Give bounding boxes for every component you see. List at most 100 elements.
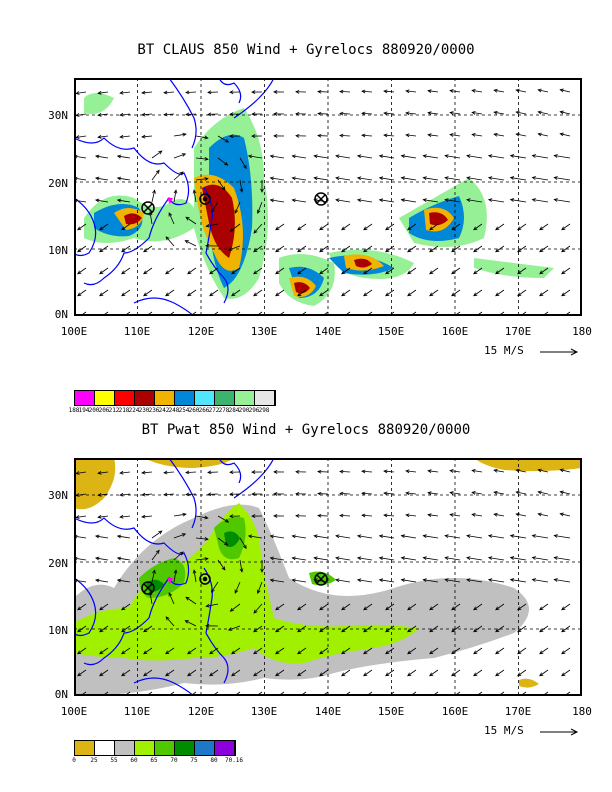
wind-vector [444, 534, 461, 539]
panel1-lat-label: 0N [54, 308, 68, 321]
wind-vector [205, 623, 219, 628]
wind-vector [451, 267, 461, 275]
panel2-map [74, 458, 582, 696]
wind-vector [97, 91, 109, 95]
wind-vector [94, 534, 109, 539]
wind-vector [400, 198, 417, 203]
wind-vector [295, 133, 307, 138]
wind-vector [210, 691, 219, 696]
wind-vector [77, 647, 87, 655]
wind-vector [297, 289, 307, 297]
wind-vector [515, 132, 527, 137]
legend-label: 242 [158, 407, 170, 414]
legend-swatch [115, 741, 135, 755]
wind-vector [493, 512, 505, 517]
wind-vector [427, 469, 439, 473]
wind-vector [471, 132, 483, 137]
wind-vector [260, 559, 264, 573]
wind-vector [275, 669, 285, 677]
wind-vector [487, 176, 505, 181]
wind-vector [531, 556, 549, 561]
wind-vector [537, 88, 549, 93]
legend-swatch [75, 391, 95, 405]
wind-vector [269, 176, 285, 181]
wind-vector [295, 491, 307, 496]
wind-vector [473, 625, 483, 633]
wind-vector [192, 569, 197, 583]
wind-vector [254, 311, 263, 316]
panel2-lon-label: 150E [377, 705, 405, 718]
wind-vector [232, 691, 241, 696]
wind-vector [122, 311, 131, 316]
wind-vector [449, 111, 461, 115]
wind-vector [209, 647, 219, 655]
legend-label: 296 [248, 407, 260, 414]
wind-vector [165, 669, 175, 677]
legend-swatch [195, 391, 215, 405]
wind-vector [427, 133, 439, 137]
wind-vector [141, 514, 153, 519]
wind-vector [561, 267, 571, 275]
wind-vector [121, 669, 131, 677]
wind-vector [356, 534, 373, 539]
wind-vector [143, 289, 153, 297]
wind-vector [229, 112, 241, 117]
legend-label: 248 [168, 407, 180, 414]
wind-vector [444, 154, 461, 159]
panel1-lat-label: 10N [48, 244, 68, 257]
wind-vector [247, 534, 263, 539]
wind-vector [509, 556, 527, 561]
panel2-legend-labels: 0 25 55 60 65 70 75 80 70.16 [68, 757, 288, 765]
legend-label: 80 [210, 757, 218, 764]
panel2-gyre-markers [141, 572, 328, 595]
wind-vector [335, 556, 351, 561]
wind-vector [386, 311, 395, 316]
wind-vector [232, 311, 241, 316]
wind-vector [562, 691, 571, 696]
wind-vector [473, 289, 483, 297]
wind-vector [540, 311, 549, 316]
wind-vector [474, 691, 483, 696]
wind-vector [217, 515, 230, 523]
wind-vector [407, 223, 417, 231]
wind-vector [319, 267, 329, 275]
panel1-lon-label: 180 [572, 325, 592, 338]
wind-vector [342, 691, 351, 696]
wind-vector [539, 223, 549, 231]
wind-vector [74, 154, 87, 159]
wind-vector [430, 691, 439, 696]
wind-vector [99, 267, 109, 275]
wind-vector [276, 691, 285, 696]
wind-vector [361, 513, 373, 518]
wind-vector [495, 647, 505, 655]
wind-vector [341, 267, 351, 275]
wind-vector [509, 534, 527, 539]
legend-label: 290 [238, 407, 250, 414]
wind-vector [515, 512, 527, 517]
wind-vector [509, 198, 527, 203]
wind-vector [430, 311, 439, 316]
wind-vector [509, 578, 527, 583]
panel1-lon-label: 100E [60, 325, 88, 338]
gyre-marker [141, 581, 155, 595]
wind-vector [143, 245, 153, 253]
wind-vector [385, 647, 395, 655]
panel2-grid [74, 458, 582, 696]
wind-vector [74, 578, 87, 583]
legend-swatch [115, 391, 135, 405]
wind-vector [341, 669, 351, 677]
wind-vector [363, 603, 373, 611]
gyre-marker [141, 201, 155, 215]
wind-vector [273, 492, 285, 496]
wind-vector [195, 537, 209, 541]
legend-label: 194 [78, 407, 90, 414]
wind-vector [553, 534, 571, 539]
legend-swatch [75, 741, 95, 755]
wind-vector [234, 201, 241, 214]
wind-vector [229, 134, 241, 139]
wind-vector [239, 537, 247, 550]
wind-vector [495, 669, 505, 677]
wind-vector [141, 112, 153, 117]
wind-vector [493, 110, 505, 115]
wind-vector [335, 198, 351, 203]
